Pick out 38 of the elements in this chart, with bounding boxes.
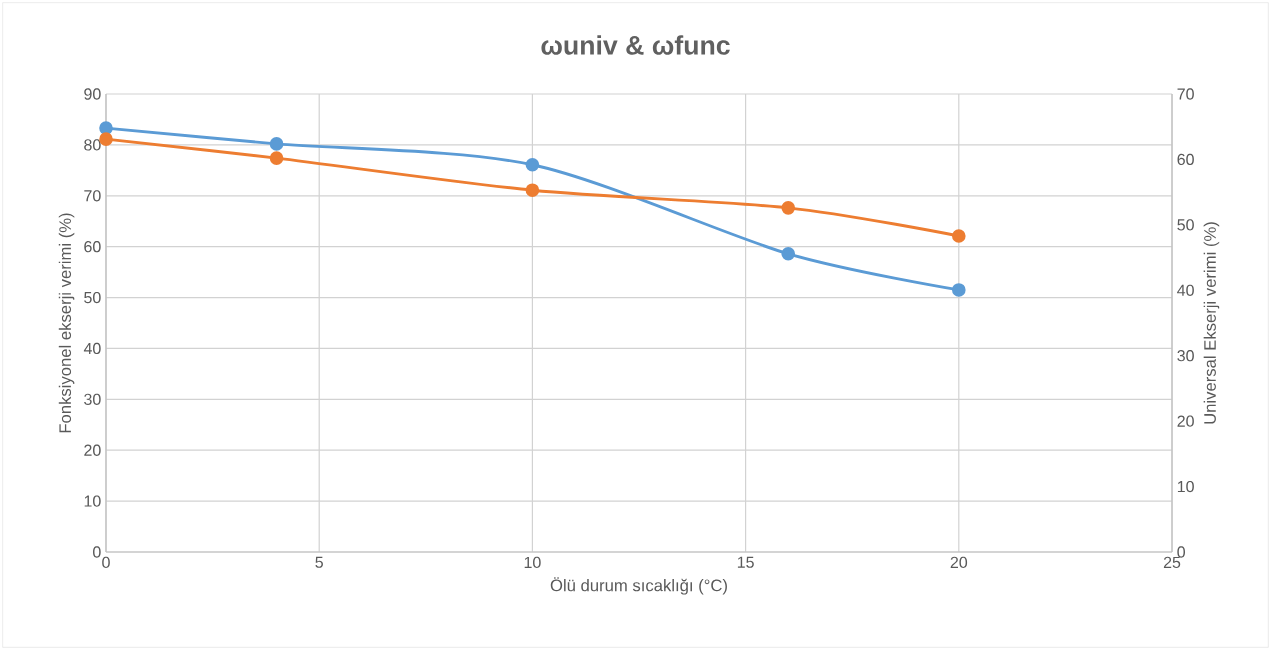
y-tick-label: 80 xyxy=(84,139,101,151)
y-tick-label: 60 xyxy=(84,241,101,253)
y-tick-label: 30 xyxy=(84,393,101,405)
point xyxy=(525,157,540,172)
y2-tick-label: 10 xyxy=(1177,480,1194,493)
point xyxy=(99,132,113,146)
y2-axis-title: Universal Ekserji verimi (%) xyxy=(1203,222,1220,424)
x-tick-label: 5 xyxy=(315,556,323,568)
y2-tick-label: 50 xyxy=(1177,219,1194,231)
y-tick-label: 40 xyxy=(83,342,101,355)
y-tick-label: 70 xyxy=(84,190,101,202)
y-axis-title: Fonksiyonel ekserji verimi (%) xyxy=(58,213,75,433)
point xyxy=(269,151,284,165)
x-tick-label: 20 xyxy=(950,556,968,569)
y-tick-label: 50 xyxy=(84,291,101,304)
y-tick-label: 10 xyxy=(84,495,101,507)
y2-tick-label: 60 xyxy=(1177,153,1194,166)
x-tick-label: 15 xyxy=(737,556,754,568)
point xyxy=(952,229,966,243)
y-tick-label: 0 xyxy=(93,546,101,558)
point xyxy=(269,137,284,151)
y2-tick-label: 0 xyxy=(1177,546,1185,558)
x-tick-label: 0 xyxy=(102,556,110,569)
point xyxy=(952,283,966,297)
point xyxy=(781,246,796,261)
point xyxy=(525,183,540,197)
point xyxy=(99,121,113,135)
x-axis-title: Ölü durum sıcaklığı (°C) xyxy=(550,577,727,595)
y2-tick-label: 20 xyxy=(1177,415,1194,427)
chart-title: ωuniv & ωfunc xyxy=(541,35,730,55)
x-tick-label: 25 xyxy=(1163,556,1181,569)
y-tick-label: 20 xyxy=(84,444,101,456)
y2-tick-label: 30 xyxy=(1177,350,1194,362)
y2-tick-label: 70 xyxy=(1177,88,1194,100)
point xyxy=(781,201,796,215)
x-tick-label: 10 xyxy=(524,556,541,569)
y-tick-label: 90 xyxy=(84,88,101,100)
y2-tick-label: 40 xyxy=(1177,284,1194,296)
